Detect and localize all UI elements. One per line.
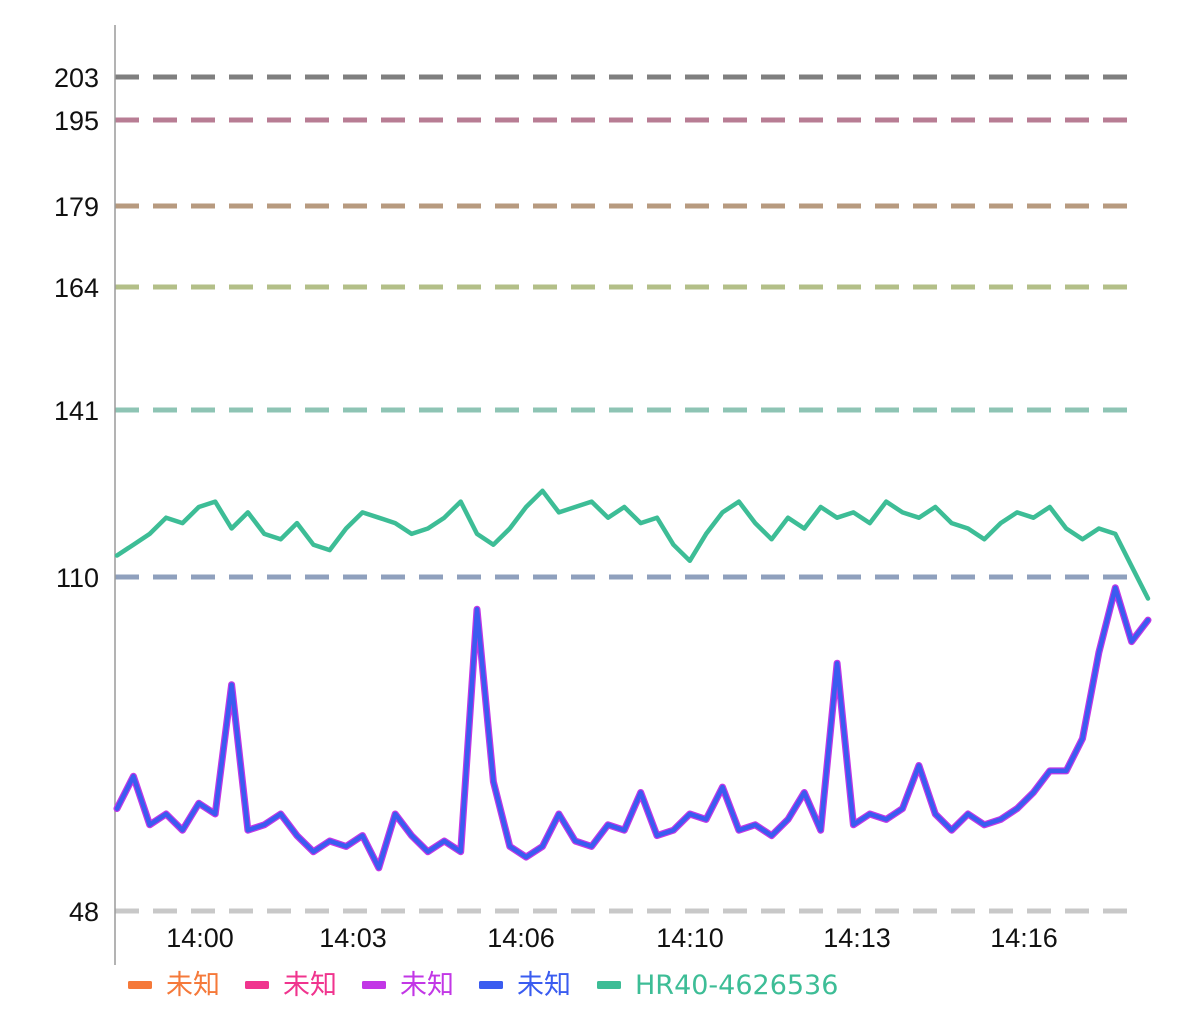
y-tick-label-110: 110 — [56, 563, 99, 593]
x-tick-label-1406: 14:06 — [487, 923, 555, 953]
legend-label: HR40-4626536 — [635, 970, 838, 1001]
legend-swatch — [362, 981, 386, 989]
legend-swatch — [128, 981, 152, 989]
legend-label: 未知 — [283, 970, 337, 1001]
y-tick-label-203: 203 — [54, 63, 99, 93]
legend-swatch — [597, 981, 621, 989]
x-tick-label-1400: 14:00 — [166, 923, 234, 953]
x-tick-label-1403: 14:03 — [319, 923, 387, 953]
y-tick-label-179: 179 — [54, 192, 99, 222]
x-tick-label-1413: 14:13 — [823, 923, 891, 953]
x-tick-label-1410: 14:10 — [656, 923, 724, 953]
x-tick-label-1416: 14:16 — [990, 923, 1058, 953]
y-tick-label-48: 48 — [69, 897, 99, 927]
series-line-hr40 — [114, 488, 1151, 601]
legend-item-1[interactable]: 未知 — [128, 970, 220, 1001]
series-lines — [113, 488, 1152, 872]
series-line-unknown — [114, 585, 1151, 871]
y-tick-labels: 48 110 141 164 179 195 203 — [54, 63, 99, 927]
legend-item-2[interactable]: 未知 — [245, 970, 337, 1001]
legend-item-3[interactable]: 未知 — [362, 970, 454, 1001]
legend[interactable]: 未知 未知 未知 未知 HR40-4626536 — [128, 970, 838, 1001]
legend-item-5[interactable]: HR40-4626536 — [597, 970, 838, 1001]
y-tick-label-164: 164 — [54, 273, 99, 303]
legend-label: 未知 — [400, 970, 454, 1001]
y-tick-label-141: 141 — [54, 396, 99, 426]
legend-label: 未知 — [517, 970, 571, 1001]
legend-item-4[interactable]: 未知 — [479, 970, 571, 1001]
legend-label: 未知 — [166, 970, 220, 1001]
y-tick-label-195: 195 — [54, 106, 99, 136]
zone-lines — [115, 74, 1135, 914]
x-tick-labels: 14:00 14:03 14:06 14:10 14:13 14:16 — [166, 923, 1058, 953]
series-line-purple-underlay — [113, 584, 1152, 872]
legend-swatch — [479, 981, 503, 989]
legend-swatch — [245, 981, 269, 989]
